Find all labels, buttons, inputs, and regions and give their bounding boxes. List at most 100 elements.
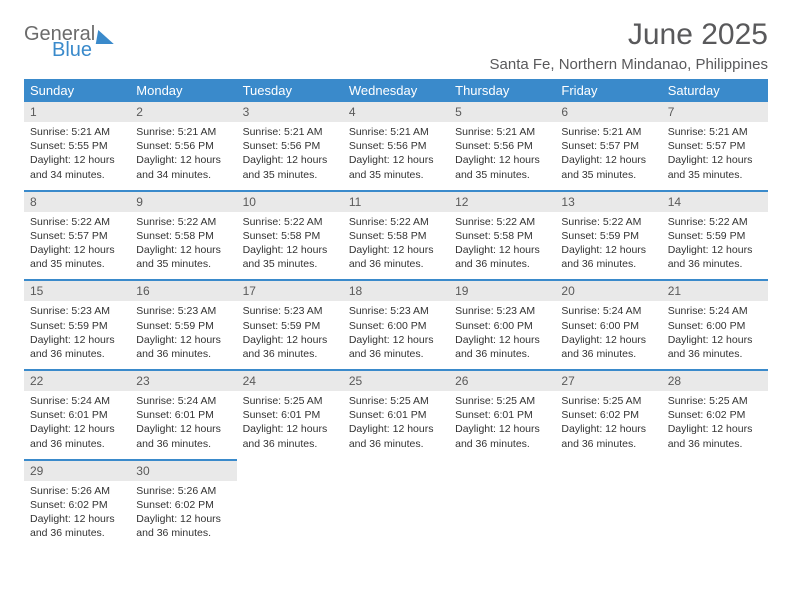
day-detail-line: Sunset: 6:02 PM xyxy=(668,408,762,422)
day-detail-line: Daylight: 12 hours xyxy=(136,512,230,526)
day-detail-line: Daylight: 12 hours xyxy=(455,422,549,436)
weekday-wednesday: Wednesday xyxy=(343,79,449,102)
day-detail-line: Sunrise: 5:23 AM xyxy=(243,304,337,318)
day-detail-cell: Sunrise: 5:26 AMSunset: 6:02 PMDaylight:… xyxy=(24,481,130,549)
day-detail-cell xyxy=(237,481,343,549)
day-detail-line: Daylight: 12 hours xyxy=(30,153,124,167)
calendar-page: General Blue June 2025 Santa Fe, Norther… xyxy=(0,0,792,566)
day-number-cell: 18 xyxy=(343,280,449,301)
day-detail-line: Sunrise: 5:23 AM xyxy=(30,304,124,318)
day-detail-line: and 34 minutes. xyxy=(30,168,124,182)
day-detail-line: Daylight: 12 hours xyxy=(561,243,655,257)
day-detail-line: Daylight: 12 hours xyxy=(30,422,124,436)
day-detail-line: Sunset: 6:02 PM xyxy=(30,498,124,512)
day-detail-line: and 35 minutes. xyxy=(668,168,762,182)
day-detail-line: Sunrise: 5:22 AM xyxy=(455,215,549,229)
day-detail-line: Daylight: 12 hours xyxy=(349,333,443,347)
day-detail-line: Sunrise: 5:24 AM xyxy=(561,304,655,318)
day-detail-line: Daylight: 12 hours xyxy=(30,333,124,347)
day-detail-line: Sunrise: 5:22 AM xyxy=(136,215,230,229)
day-detail-line: Daylight: 12 hours xyxy=(243,153,337,167)
day-detail-line: Daylight: 12 hours xyxy=(136,243,230,257)
day-detail-line: Daylight: 12 hours xyxy=(136,153,230,167)
day-detail-line: Sunset: 5:56 PM xyxy=(349,139,443,153)
day-detail-line: Sunset: 5:58 PM xyxy=(136,229,230,243)
day-detail-line: Sunset: 6:01 PM xyxy=(30,408,124,422)
day-number-cell: 10 xyxy=(237,191,343,212)
day-number-cell: 14 xyxy=(662,191,768,212)
day-number-cell: 27 xyxy=(555,370,661,391)
day-number-cell: 26 xyxy=(449,370,555,391)
weekday-monday: Monday xyxy=(130,79,236,102)
day-detail-line: Sunset: 5:59 PM xyxy=(668,229,762,243)
day-detail-line: and 36 minutes. xyxy=(455,347,549,361)
day-detail-cell: Sunrise: 5:23 AMSunset: 5:59 PMDaylight:… xyxy=(237,301,343,370)
day-detail-line: and 36 minutes. xyxy=(30,437,124,451)
day-detail-line: Sunset: 6:01 PM xyxy=(455,408,549,422)
day-number-cell: 19 xyxy=(449,280,555,301)
day-detail-cell: Sunrise: 5:22 AMSunset: 5:58 PMDaylight:… xyxy=(130,212,236,281)
day-detail-line: and 35 minutes. xyxy=(136,257,230,271)
header: General Blue June 2025 Santa Fe, Norther… xyxy=(24,18,768,73)
weekday-header: Sunday Monday Tuesday Wednesday Thursday… xyxy=(24,79,768,102)
day-detail-cell: Sunrise: 5:23 AMSunset: 6:00 PMDaylight:… xyxy=(343,301,449,370)
day-detail-line: Sunrise: 5:22 AM xyxy=(668,215,762,229)
day-detail-cell xyxy=(555,481,661,549)
day-detail-line: Sunrise: 5:21 AM xyxy=(136,125,230,139)
day-detail-line: Sunrise: 5:21 AM xyxy=(243,125,337,139)
month-title: June 2025 xyxy=(490,18,769,52)
day-detail-cell xyxy=(343,481,449,549)
day-number-cell: 29 xyxy=(24,460,130,481)
day-detail-line: Sunset: 5:56 PM xyxy=(455,139,549,153)
day-detail-line: and 36 minutes. xyxy=(668,437,762,451)
day-number-cell: 6 xyxy=(555,102,661,122)
day-detail-line: and 35 minutes. xyxy=(349,168,443,182)
day-number-cell xyxy=(237,460,343,481)
day-detail-cell: Sunrise: 5:22 AMSunset: 5:57 PMDaylight:… xyxy=(24,212,130,281)
day-number-cell: 7 xyxy=(662,102,768,122)
week-detail-row: Sunrise: 5:22 AMSunset: 5:57 PMDaylight:… xyxy=(24,212,768,281)
day-detail-line: Sunset: 6:00 PM xyxy=(668,319,762,333)
calendar-body: 1234567Sunrise: 5:21 AMSunset: 5:55 PMDa… xyxy=(24,102,768,548)
day-detail-line: Sunrise: 5:24 AM xyxy=(30,394,124,408)
day-detail-line: Sunrise: 5:25 AM xyxy=(668,394,762,408)
day-number-cell: 13 xyxy=(555,191,661,212)
day-detail-cell: Sunrise: 5:21 AMSunset: 5:56 PMDaylight:… xyxy=(130,122,236,191)
day-detail-cell: Sunrise: 5:24 AMSunset: 6:01 PMDaylight:… xyxy=(130,391,236,460)
day-detail-cell: Sunrise: 5:21 AMSunset: 5:57 PMDaylight:… xyxy=(555,122,661,191)
day-detail-line: Sunset: 5:56 PM xyxy=(243,139,337,153)
day-detail-line: Daylight: 12 hours xyxy=(561,333,655,347)
day-detail-cell: Sunrise: 5:25 AMSunset: 6:01 PMDaylight:… xyxy=(343,391,449,460)
day-number-cell: 9 xyxy=(130,191,236,212)
week-daynum-row: 15161718192021 xyxy=(24,280,768,301)
weekday-friday: Friday xyxy=(555,79,661,102)
day-detail-line: and 36 minutes. xyxy=(136,437,230,451)
day-detail-line: Daylight: 12 hours xyxy=(349,153,443,167)
day-number-cell: 4 xyxy=(343,102,449,122)
calendar-table: Sunday Monday Tuesday Wednesday Thursday… xyxy=(24,79,768,548)
day-detail-line: Daylight: 12 hours xyxy=(349,243,443,257)
day-detail-line: Sunset: 5:58 PM xyxy=(243,229,337,243)
day-detail-line: Sunrise: 5:21 AM xyxy=(668,125,762,139)
day-detail-line: Sunrise: 5:24 AM xyxy=(668,304,762,318)
day-detail-line: Daylight: 12 hours xyxy=(668,153,762,167)
day-detail-line: Sunrise: 5:22 AM xyxy=(243,215,337,229)
day-detail-line: and 36 minutes. xyxy=(349,257,443,271)
week-daynum-row: 22232425262728 xyxy=(24,370,768,391)
day-detail-cell: Sunrise: 5:23 AMSunset: 5:59 PMDaylight:… xyxy=(24,301,130,370)
day-detail-line: and 35 minutes. xyxy=(243,168,337,182)
day-detail-line: Daylight: 12 hours xyxy=(136,333,230,347)
weekday-saturday: Saturday xyxy=(662,79,768,102)
day-detail-cell: Sunrise: 5:25 AMSunset: 6:02 PMDaylight:… xyxy=(555,391,661,460)
day-detail-line: Sunset: 5:55 PM xyxy=(30,139,124,153)
day-detail-line: Sunset: 5:59 PM xyxy=(561,229,655,243)
day-detail-cell: Sunrise: 5:25 AMSunset: 6:02 PMDaylight:… xyxy=(662,391,768,460)
day-detail-line: and 36 minutes. xyxy=(561,347,655,361)
week-detail-row: Sunrise: 5:23 AMSunset: 5:59 PMDaylight:… xyxy=(24,301,768,370)
weekday-sunday: Sunday xyxy=(24,79,130,102)
day-detail-cell: Sunrise: 5:22 AMSunset: 5:58 PMDaylight:… xyxy=(343,212,449,281)
day-detail-line: and 35 minutes. xyxy=(455,168,549,182)
day-detail-line: Sunrise: 5:23 AM xyxy=(455,304,549,318)
day-number-cell: 2 xyxy=(130,102,236,122)
day-detail-line: Sunrise: 5:23 AM xyxy=(136,304,230,318)
